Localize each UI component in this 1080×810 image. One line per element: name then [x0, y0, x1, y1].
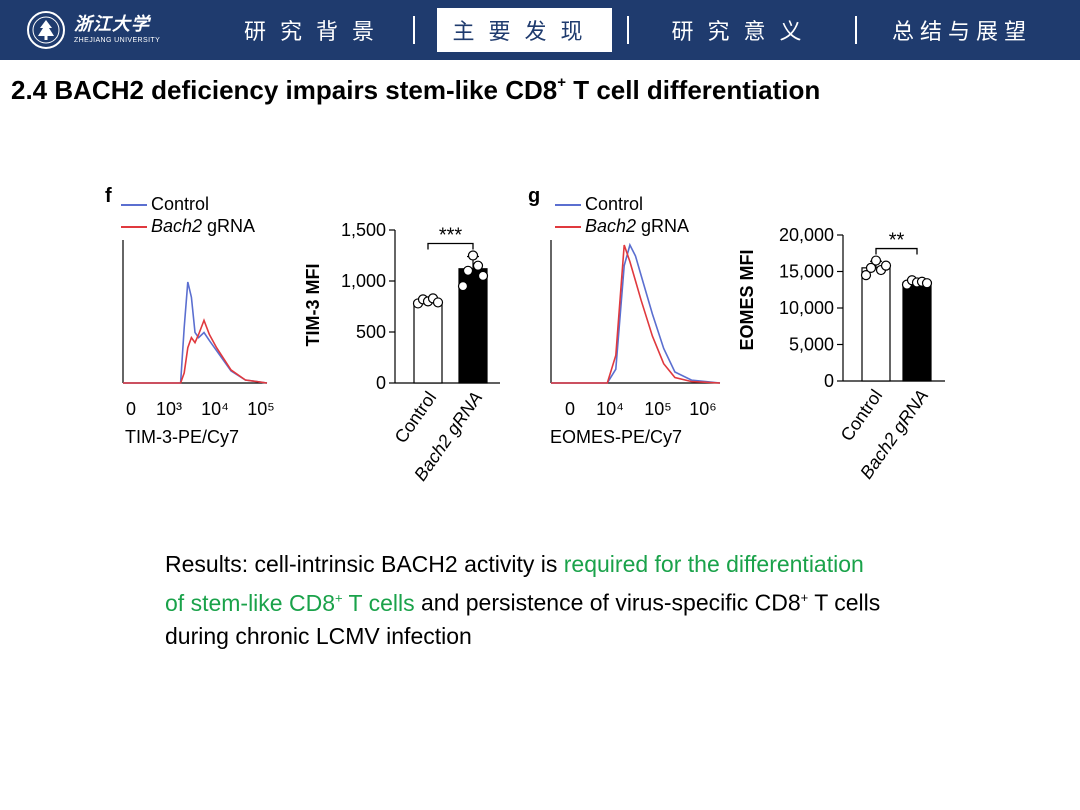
nav-separator: [413, 16, 415, 44]
hist-g-bach2-line: [551, 244, 721, 384]
bar-f-data-point: [477, 270, 489, 282]
panel-g-histogram: g Control Bach2 gRNA 0 10⁴ 10⁵ 10⁶ EOMES…: [528, 185, 721, 447]
legend-control-label: Control: [151, 194, 209, 214]
hist-g-xlabel: EOMES-PE/Cy7: [550, 427, 682, 447]
results-highlight-text-end: T cells: [342, 589, 415, 616]
slide-title: 2.4 BACH2 deficiency impairs stem-like C…: [11, 74, 821, 106]
logo-english-name: ZHEJIANG UNIVERSITY: [74, 37, 161, 44]
bar-f-ytick-label: 1,000: [341, 271, 386, 291]
bar-g-significance-stars: **: [889, 230, 905, 252]
results-text: Results: cell-intrinsic BACH2 activity i…: [165, 548, 885, 653]
bar-g-data-point: [865, 262, 877, 273]
hist-f-xtick: 10³: [156, 399, 182, 419]
bar-f-ytick-label: 0: [376, 373, 386, 393]
hist-f-bach2-line: [123, 318, 268, 384]
nav-tab-findings[interactable]: 主要发现: [437, 8, 612, 52]
bar-f-significance-bracket: [427, 242, 474, 250]
bar-g-data-point: [880, 260, 892, 271]
figure-panels: f Control Bach2 gRNA 0 10³ 10⁴ 10⁵ TIM-3…: [95, 175, 965, 510]
panel-f-histogram: f Control Bach2 gRNA 0 10³ 10⁴ 10⁵ TIM-3…: [105, 185, 275, 447]
bar-f-ylabel: TIM-3 MFI: [303, 264, 323, 347]
results-superscript: +: [800, 590, 809, 605]
hist-f-xtick: 10⁵: [247, 399, 274, 419]
bar-g-control-bar: [861, 267, 891, 382]
hist-f-xlabel: TIM-3-PE/Cy7: [125, 427, 239, 447]
bar-g-bach2-bar: [902, 281, 932, 382]
bar-g-ytick-label: 0: [824, 371, 834, 391]
legend-control-label: Control: [585, 194, 643, 214]
results-part: T cells during chronic LCMV infection: [165, 589, 881, 649]
bar-g-data-point: [921, 278, 933, 289]
hist-g-xtick: 0: [565, 399, 575, 419]
nav-tab-background[interactable]: 研究背景: [243, 20, 388, 45]
results-highlight-text: required for the differentiation of stem…: [165, 551, 864, 616]
nav-tab-summary[interactable]: 总结与展望: [891, 20, 1032, 45]
results-part: and persistence of virus-specific CD8: [414, 589, 801, 616]
bar-g-ytick-label: 20,000: [779, 225, 834, 245]
bar-f-ytick-label: 500: [356, 322, 386, 342]
title-text-end: T cell differentiation: [565, 75, 821, 105]
legend-bach2-label: Bach2 gRNA: [151, 216, 255, 236]
hist-f-xtick: 0: [126, 399, 136, 419]
hist-g-control-line: [551, 242, 721, 384]
bar-f-data-point: [432, 297, 444, 308]
bar-g-significance-bracket: [875, 247, 918, 255]
title-text: 2.4 BACH2 deficiency impairs stem-like C…: [11, 75, 558, 105]
title-superscript: +: [557, 74, 566, 92]
bar-f-significance-stars: ***: [439, 225, 463, 247]
bar-g-ytick-label: 10,000: [779, 298, 834, 318]
bar-g-ytick-label: 15,000: [779, 262, 834, 282]
hist-g-xtick: 10⁶: [689, 399, 716, 419]
bar-f-data-point: [457, 280, 469, 292]
results-superscript: +: [334, 590, 343, 605]
panel-g-bar-chart: EOMES MFI 0 5,000 10,000 15,000 20,000 ** Co…: [737, 225, 945, 483]
figure-svg: f Control Bach2 gRNA 0 10³ 10⁴ 10⁵ TIM-3…: [105, 185, 945, 485]
nav-tab-significance[interactable]: 研究意义: [671, 20, 816, 45]
bar-f-data-point: [472, 260, 484, 271]
hist-f-control-line: [123, 281, 268, 384]
logo-chinese-name: 浙江大学: [74, 14, 150, 35]
bar-g-ytick-label: 5,000: [789, 335, 834, 355]
bar-f-category-label: Control: [391, 388, 441, 447]
nav-separator: [855, 16, 857, 44]
header-bar: 浙江大学 ZHEJIANG UNIVERSITY 研究背景 主要发现 研究意义 …: [0, 0, 1080, 60]
results-highlight: required for the differentiation of stem…: [165, 551, 864, 616]
results-part: Results: cell-intrinsic BACH2 activity i…: [165, 551, 564, 577]
bar-f-control-bar: [413, 300, 443, 384]
bar-g-data-point: [870, 255, 882, 266]
legend-bach2-label: Bach2 gRNA: [585, 216, 689, 236]
university-emblem-icon: [27, 11, 65, 49]
panel-g-label: g: [528, 185, 540, 207]
bar-f-data-point: [467, 250, 479, 261]
university-logo[interactable]: 浙江大学 ZHEJIANG UNIVERSITY: [26, 10, 160, 50]
hist-g-xtick: 10⁴: [596, 399, 624, 419]
bar-g-category-label: Control: [837, 386, 887, 445]
bar-g-data-point: [860, 270, 872, 281]
bar-f-data-point: [462, 265, 474, 276]
bar-f-ytick-label: 1,500: [341, 220, 386, 240]
bar-g-ylabel: EOMES MFI: [737, 249, 757, 350]
nav-separator: [627, 16, 629, 44]
hist-f-xtick: 10⁴: [201, 399, 229, 419]
panel-f-label: f: [105, 185, 112, 207]
hist-g-xtick: 10⁵: [644, 399, 671, 419]
